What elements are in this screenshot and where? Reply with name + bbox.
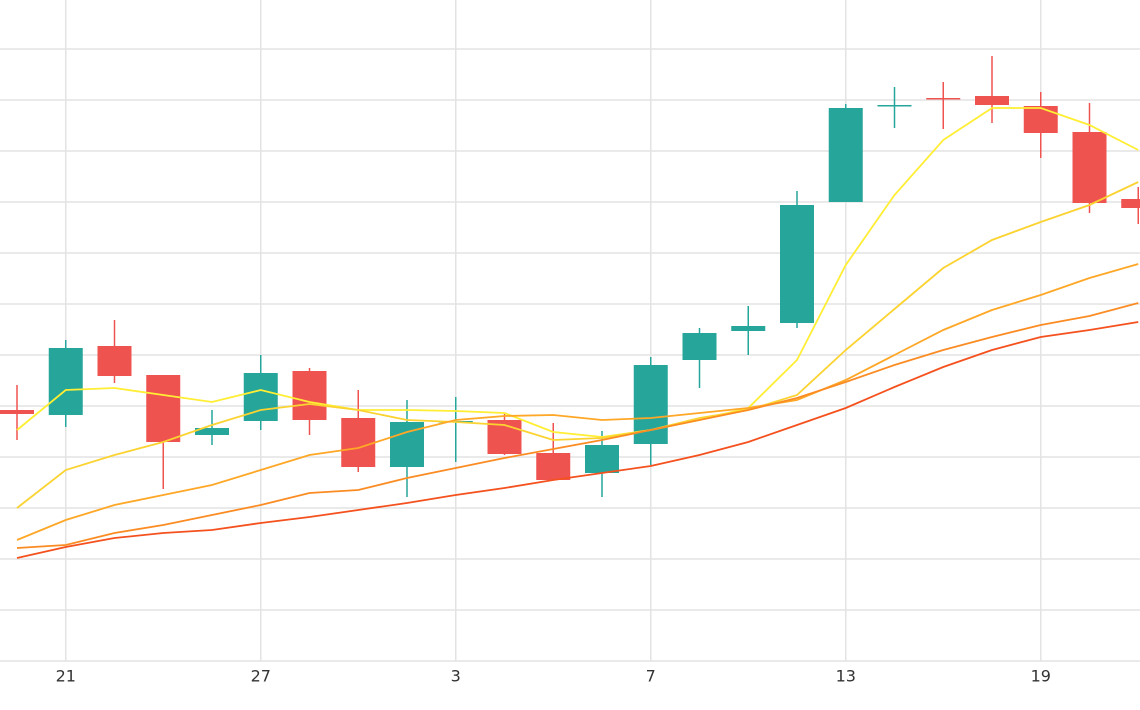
candle-body — [1072, 132, 1107, 203]
x-tick-label: 27 — [251, 667, 271, 686]
x-tick-label: 7 — [646, 667, 656, 686]
candle-body — [682, 333, 717, 360]
candle-body — [97, 346, 132, 376]
moving-average-line — [16, 302, 1139, 549]
candle-body — [926, 98, 961, 100]
candle-body — [828, 108, 863, 202]
x-tick-label: 19 — [1031, 667, 1051, 686]
moving-average-line — [16, 321, 1139, 559]
candle-body — [877, 105, 912, 107]
moving-average-line — [16, 107, 1139, 438]
candle-body — [585, 445, 619, 473]
candle-body — [146, 375, 181, 442]
x-tick-label: 21 — [56, 667, 76, 686]
candle-body — [48, 348, 83, 415]
candle-body — [1023, 106, 1058, 133]
candle-body — [780, 205, 814, 323]
candle-body — [0, 410, 34, 414]
candle-body — [195, 428, 229, 435]
candle-body — [975, 96, 1009, 105]
candle-body — [292, 371, 327, 420]
candle-body — [341, 418, 376, 467]
candle-body — [1121, 199, 1140, 208]
moving-average-line — [16, 263, 1139, 541]
x-tick-label: 13 — [836, 667, 856, 686]
moving-average-line — [16, 181, 1139, 509]
x-tick-label: 3 — [451, 667, 461, 686]
candle-body — [731, 326, 766, 331]
candle-body — [536, 453, 571, 480]
